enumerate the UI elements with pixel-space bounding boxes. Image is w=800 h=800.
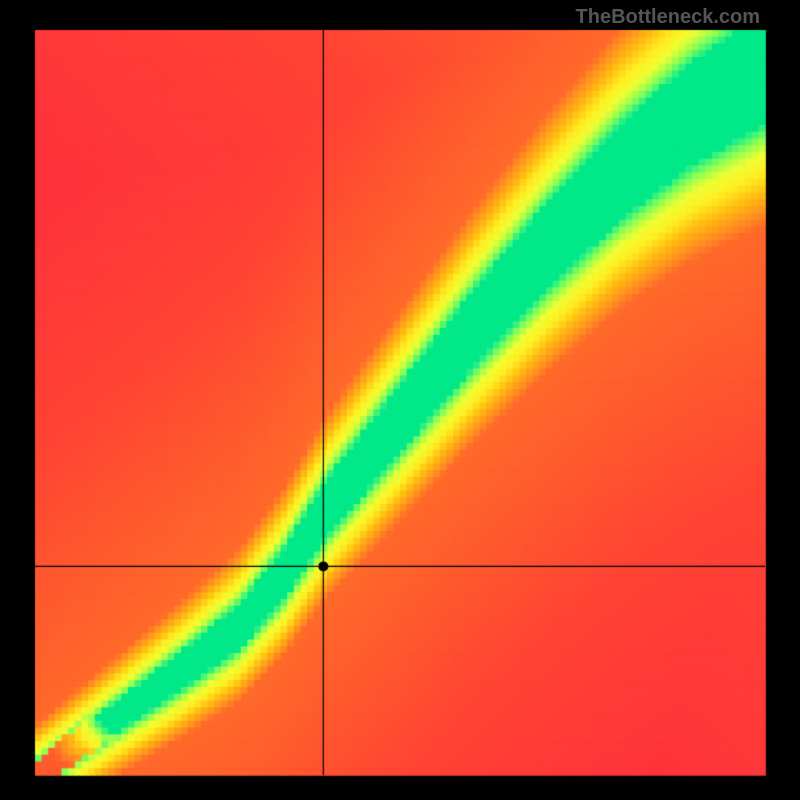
chart-container: TheBottleneck.com xyxy=(0,0,800,800)
attribution-text: TheBottleneck.com xyxy=(576,6,760,29)
crosshair-overlay xyxy=(0,0,800,800)
